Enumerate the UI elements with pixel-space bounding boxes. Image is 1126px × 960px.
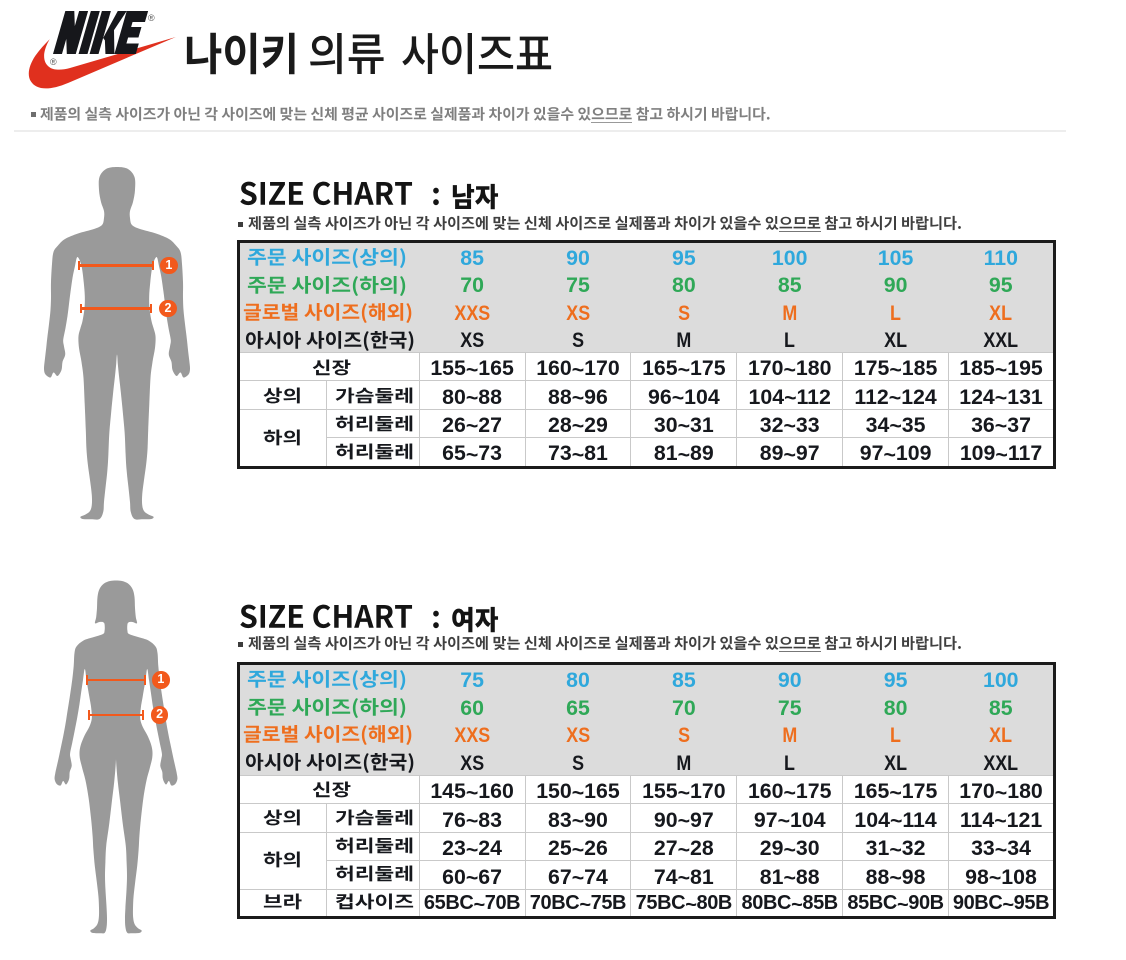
svg-text:®: ® xyxy=(50,57,57,67)
svg-text:®: ® xyxy=(148,13,155,23)
